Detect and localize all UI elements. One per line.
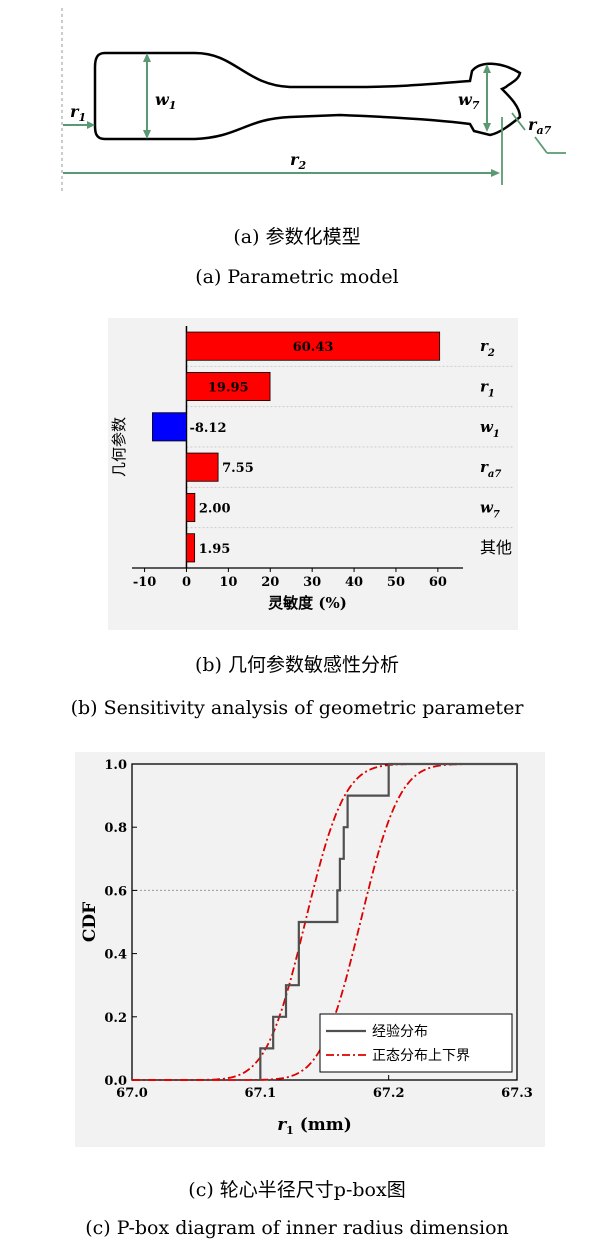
x-tick-label: 50 (387, 575, 405, 590)
bar-value-label: 1.95 (199, 542, 231, 557)
x-axis-title: r1 (mm) (277, 1115, 352, 1137)
r2-label: r2 (290, 150, 306, 172)
bar (186, 492, 196, 523)
ra7-label: ra7 (528, 115, 552, 137)
empirical-step-line (259, 762, 517, 1080)
caption-b-en: (b) Sensitivity analysis of geometric pa… (70, 697, 524, 719)
r1-label: r1 (70, 102, 86, 124)
caption-a-en: (a) Parametric model (195, 266, 399, 288)
parametric-model-figure: r1 w1 w7 ra7 r2 (50, 5, 570, 195)
wheel-outline (93, 51, 522, 141)
pbox-chart-panel (75, 752, 545, 1147)
bar-value-label: -8.12 (189, 421, 226, 436)
bar (186, 452, 219, 482)
legend-label-empirical: 经验分布 (372, 1024, 428, 1040)
y-tick-label: 0.4 (104, 948, 127, 963)
pbox-chart: 0.0 0.2 0.4 0.6 0.8 1.0 67.0 67.1 67.2 67.3 经验分布正态… (75, 752, 545, 1147)
legend-label-normal: 正态分布上下界 (372, 1048, 470, 1064)
x-tick-label: 67.1 (244, 1086, 276, 1101)
bar-value-label: 7.55 (222, 461, 254, 476)
category-label: ra7 (480, 458, 501, 480)
x-tick-label: 30 (303, 575, 321, 590)
parametric-model-drawing: r1 w1 w7 ra7 r2 (61, 8, 566, 193)
bar-value-label: 2.00 (199, 502, 231, 517)
legend-box (319, 1013, 513, 1073)
sensitivity-chart: 60.43 r2 19.95 r1 -8.12 w1 7.55 ra7 2.00 w7 1.95 其他… (108, 318, 518, 630)
x-tick-label: 20 (261, 575, 279, 590)
caption-b-cn: (b) 几何参数敏感性分析 (194, 654, 400, 676)
x-tick-label: 67.2 (373, 1086, 405, 1101)
y-axis-title: CDF (80, 902, 100, 942)
category-label: r2 (480, 337, 495, 359)
bar (186, 371, 271, 402)
bar (186, 533, 196, 563)
sensitivity-chart-panel (108, 318, 518, 630)
category-label: w1 (480, 418, 500, 440)
x-tick-label: 67.3 (501, 1086, 533, 1101)
pbox-chart-svg: 0.0 0.2 0.4 0.6 0.8 1.0 67.0 67.1 67.2 67.3 经验分布正态… (80, 758, 533, 1137)
y-tick-label: 0.2 (104, 1011, 127, 1026)
x-tick-label: 60 (429, 575, 447, 590)
plot-frame (131, 763, 518, 1081)
category-label: 其他 (480, 538, 512, 557)
caption-a-cn: (a) 参数化模型 (233, 226, 361, 248)
x-tick-label: 67.0 (116, 1086, 148, 1101)
x-tick-label: 0 (182, 575, 191, 590)
sensitivity-chart-svg: 60.43 r2 19.95 r1 -8.12 w1 7.55 ra7 2.00 w7 1.95 其他… (110, 326, 513, 612)
bar-value-label: 60.43 (293, 340, 334, 355)
w7-label: w7 (458, 90, 480, 112)
x-axis-title: 灵敏度 (%) (268, 594, 347, 612)
x-tick-label: 40 (345, 575, 363, 590)
bar (186, 331, 441, 361)
y-tick-label: 0.8 (104, 821, 127, 836)
caption-c-en: (c) P-box diagram of inner radius dimens… (85, 1217, 509, 1239)
bar-value-label: 19.95 (208, 381, 249, 396)
w1-label: w1 (155, 90, 176, 112)
y-tick-label: 0.0 (104, 1074, 127, 1089)
y-tick-label: 1.0 (104, 758, 127, 773)
category-label: r1 (480, 378, 495, 400)
bar (152, 412, 187, 442)
x-tick-label: -10 (133, 575, 157, 590)
x-tick-label: 10 (219, 575, 237, 590)
category-label: w7 (480, 499, 500, 521)
caption-c-cn: (c) 轮心半径尺寸p-box图 (188, 1179, 406, 1201)
y-axis-title: 几何参数 (110, 417, 128, 477)
y-tick-label: 0.6 (104, 884, 127, 899)
